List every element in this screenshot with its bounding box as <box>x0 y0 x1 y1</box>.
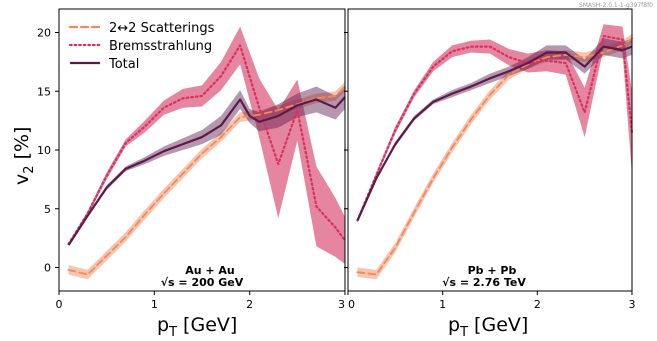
svg-text:v2 [%]: v2 [%] <box>11 127 37 185</box>
svg-text:pT [GeV]: pT [GeV] <box>157 314 237 340</box>
band-dashed-0 <box>68 81 346 280</box>
x-tick-label: 0 <box>56 298 63 311</box>
series-line-solid-1 <box>356 45 633 221</box>
y-tick-label: 5 <box>44 203 51 216</box>
y-tick-label: 10 <box>37 144 51 157</box>
legend: 2↔2 Scatterings Bremsstrahlung Total <box>68 21 215 72</box>
left-annotation-energy: √s = 200 GeV <box>161 276 244 289</box>
x-tick-label: 0 <box>348 298 355 311</box>
right-annotation-system: Pb + Pb <box>468 264 517 277</box>
version-watermark: SMASH-2.0.1-1-g397f8f0 <box>579 2 653 9</box>
x-tick-label: 3 <box>629 298 636 311</box>
series-line-dotted-0 <box>67 44 347 246</box>
right-plot-area <box>356 24 634 280</box>
right-ticks: 0 1 2 3 <box>344 32 636 311</box>
y-tick-label: 15 <box>37 85 51 98</box>
x-tick-label: 3 <box>338 298 345 311</box>
x-tick-label: 2 <box>534 298 541 311</box>
band-dotted-0 <box>68 26 346 264</box>
y-tick-label: 0 <box>44 262 51 275</box>
band-solid-0 <box>68 85 346 246</box>
svg-text:pT [GeV]: pT [GeV] <box>448 314 528 340</box>
band-solid-1 <box>357 38 632 221</box>
legend-label-dashed: 2↔2 Scatterings <box>109 21 215 36</box>
series-line-dashed-1 <box>356 37 633 276</box>
panel-left: 0 1 2 3 0 5 10 15 20 Au + Au √s = 200 GeV <box>37 8 347 311</box>
y-axis-label: v2 [%] <box>11 127 37 185</box>
x-tick-label: 1 <box>439 298 446 311</box>
right-annotation-energy: √s = 2.76 TeV <box>442 276 526 289</box>
band-dotted-1 <box>357 24 632 221</box>
series-line-solid-0 <box>67 96 346 246</box>
series-line-dashed-0 <box>67 85 346 276</box>
legend-label-solid: Total <box>108 57 139 72</box>
x-tick-label: 2 <box>246 298 253 311</box>
left-plot-area <box>67 26 347 280</box>
left-annotation-system: Au + Au <box>185 264 235 277</box>
x-tick-label: 1 <box>151 298 158 311</box>
legend-label-dotted: Bremsstrahlung <box>109 39 212 54</box>
series-line-dotted-1 <box>356 34 634 222</box>
y-tick-label: 20 <box>37 27 51 40</box>
panel-right: 0 1 2 3 Pb + Pb √s = 2.76 TeV <box>344 8 636 311</box>
left-ticks: 0 1 2 3 0 5 10 15 20 <box>37 27 346 311</box>
right-x-axis-label: pT [GeV] <box>448 314 528 340</box>
left-x-axis-label: pT [GeV] <box>157 314 237 340</box>
